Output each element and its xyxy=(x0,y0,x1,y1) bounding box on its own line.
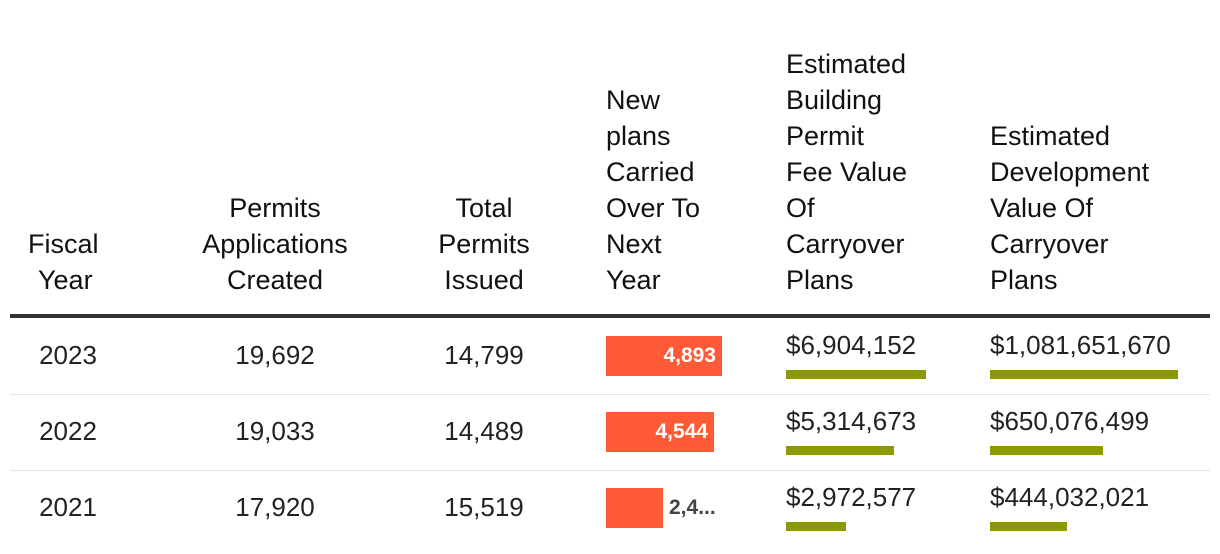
dev-value-label: $1,081,651,670 xyxy=(990,330,1171,360)
header-total-issued: Total Permits Issued xyxy=(438,193,530,295)
cell-permits-created: 17,920 xyxy=(235,492,315,522)
new-plans-label: 4,544 xyxy=(655,420,708,443)
cell-fiscal-year: 2021 xyxy=(39,492,97,522)
row-separator xyxy=(10,470,1210,471)
cell-permits-created: 19,692 xyxy=(235,340,315,370)
header-new-plans: New plans Carried Over To Next Year xyxy=(606,85,701,295)
cell-total-issued: 14,489 xyxy=(444,416,524,446)
fee-value-label: $2,972,577 xyxy=(786,482,917,512)
header-dev-value: Estimated Development Value Of Carryover… xyxy=(990,121,1150,295)
dev-value-bar xyxy=(990,370,1178,379)
cell-fiscal-year: 2022 xyxy=(39,416,97,446)
dev-value-label: $650,076,499 xyxy=(990,406,1150,436)
dev-value-bar xyxy=(990,446,1103,455)
header-permits-created: Permits Applications Created xyxy=(202,193,348,295)
new-plans-bar xyxy=(606,336,722,376)
new-plans-bar xyxy=(606,412,714,452)
cell-total-issued: 14,799 xyxy=(444,340,524,370)
fee-value-bar xyxy=(786,370,926,379)
fee-value-label: $5,314,673 xyxy=(786,406,917,436)
header-fiscal-year: Fiscal Year xyxy=(28,229,99,295)
fee-value-bar xyxy=(786,522,846,531)
fee-value-label: $6,904,152 xyxy=(786,330,917,360)
new-plans-label: 4,893 xyxy=(663,344,716,367)
dev-value-bar xyxy=(990,522,1067,531)
header-divider xyxy=(10,314,1210,318)
cell-fiscal-year: 2023 xyxy=(39,340,97,370)
new-plans-label: 2,4... xyxy=(669,496,716,519)
cell-permits-created: 19,033 xyxy=(235,416,315,446)
new-plans-bar xyxy=(606,488,663,528)
dev-value-label: $444,032,021 xyxy=(990,482,1150,512)
header-fee-value: Estimated Building Permit Fee Value Of C… xyxy=(786,49,908,295)
fee-value-bar xyxy=(786,446,894,455)
cell-total-issued: 15,519 xyxy=(444,492,524,522)
row-separator xyxy=(10,394,1210,395)
